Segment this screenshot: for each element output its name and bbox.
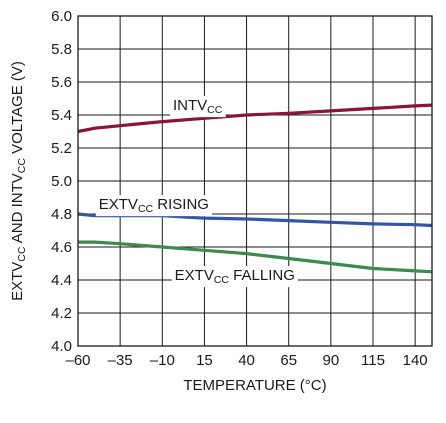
x-tick-label: 90 bbox=[323, 352, 340, 369]
series-line bbox=[78, 240, 433, 274]
x-tick-label: 140 bbox=[403, 352, 428, 369]
x-tick-label: 115 bbox=[361, 352, 385, 369]
series-label-background bbox=[171, 266, 298, 288]
x-tick-label: –35 bbox=[108, 352, 133, 369]
x-tick-label: 40 bbox=[238, 352, 255, 369]
y-tick-label: 6.0 bbox=[51, 8, 72, 25]
subscript-text: CC bbox=[16, 246, 28, 262]
series-line bbox=[77, 103, 433, 134]
series-label-background bbox=[95, 195, 212, 217]
y-tick-labels: 4.0 4.2 4.4 4.6 4.8 5.0 5.2 5.4 5.6 5.8 6.0 bbox=[51, 8, 72, 355]
label-text: AND INTV bbox=[9, 173, 26, 246]
label-text: FALLING bbox=[229, 267, 295, 284]
y-tick-label: 5.2 bbox=[51, 140, 72, 157]
label-text: EXTV bbox=[9, 262, 26, 301]
y-tick-label: 4.8 bbox=[51, 206, 72, 223]
series-label: EXTVCC RISING bbox=[99, 196, 209, 215]
y-tick-label: 4.4 bbox=[51, 272, 72, 289]
y-tick-label: 5.0 bbox=[51, 173, 72, 190]
subscript-text: CC bbox=[214, 274, 230, 286]
y-tick-label: 4.6 bbox=[51, 239, 72, 256]
y-tick-label: 5.4 bbox=[51, 107, 72, 124]
label-text: INTV bbox=[173, 97, 207, 114]
x-tick-labels: –60 –35 –10 15 40 65 90 115 140 bbox=[65, 352, 427, 369]
grid bbox=[77, 15, 432, 347]
y-axis-title: EXTVCC AND INTVCC VOLTAGE (V) bbox=[9, 61, 28, 301]
x-tick-label: 15 bbox=[196, 352, 213, 369]
y-tick-label: 5.6 bbox=[51, 74, 72, 91]
subscript-text: CC bbox=[207, 104, 223, 116]
plot-frame bbox=[77, 15, 433, 347]
y-tick-label: 5.8 bbox=[51, 41, 72, 58]
x-axis-title: TEMPERATURE (°C) bbox=[183, 377, 326, 394]
series-label-background bbox=[170, 96, 226, 118]
label-text: EXTV bbox=[175, 267, 214, 284]
series-label: INTVCC bbox=[173, 97, 223, 116]
label-text: RISING bbox=[153, 196, 209, 213]
subscript-text: CC bbox=[138, 203, 154, 215]
label-text: EXTV bbox=[99, 196, 138, 213]
series-label: EXTVCC FALLING bbox=[175, 267, 295, 286]
y-tick-label: 4.2 bbox=[51, 305, 72, 322]
label-text: VOLTAGE (V) bbox=[9, 61, 26, 158]
y-tick-label: 4.0 bbox=[51, 338, 72, 355]
subscript-text: CC bbox=[16, 158, 28, 174]
x-tick-label: –60 bbox=[65, 352, 90, 369]
x-tick-label: –10 bbox=[150, 352, 175, 369]
x-tick-label: 65 bbox=[280, 352, 297, 369]
